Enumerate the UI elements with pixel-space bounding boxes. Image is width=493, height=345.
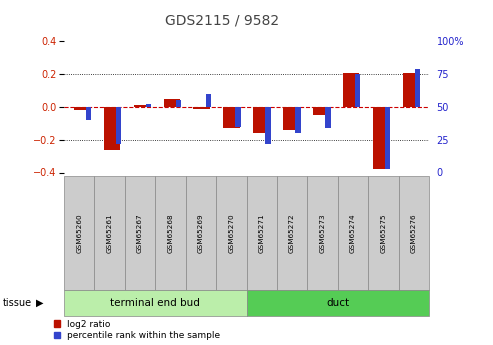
Text: GSM65260: GSM65260 (76, 213, 82, 253)
Text: GSM65273: GSM65273 (319, 213, 325, 253)
Text: GSM65261: GSM65261 (106, 213, 113, 253)
Text: GSM65271: GSM65271 (259, 213, 265, 253)
Legend: log2 ratio, percentile rank within the sample: log2 ratio, percentile rank within the s… (54, 320, 220, 341)
Bar (74, 107, 90, 110)
Bar (146, 104, 151, 107)
Bar (193, 107, 210, 109)
Bar (325, 107, 330, 128)
Bar (265, 107, 271, 144)
Bar (116, 107, 121, 144)
Bar (134, 105, 150, 107)
Bar (253, 107, 270, 133)
Bar (295, 107, 301, 133)
Bar (343, 72, 359, 107)
Text: GSM65272: GSM65272 (289, 213, 295, 253)
Bar (86, 107, 91, 120)
Bar (206, 94, 211, 107)
Text: GSM65276: GSM65276 (411, 213, 417, 253)
Text: terminal end bud: terminal end bud (110, 298, 200, 308)
Bar (223, 107, 240, 128)
Bar (164, 99, 180, 107)
Bar (236, 107, 241, 127)
Text: GSM65270: GSM65270 (228, 213, 234, 253)
Bar (385, 107, 390, 169)
Bar (176, 100, 181, 107)
Bar (373, 107, 389, 169)
Text: GSM65269: GSM65269 (198, 213, 204, 253)
Text: GSM65267: GSM65267 (137, 213, 143, 253)
Bar (355, 74, 360, 107)
Text: GSM65275: GSM65275 (380, 213, 387, 253)
Text: ▶: ▶ (35, 298, 43, 308)
Text: GSM65268: GSM65268 (168, 213, 174, 253)
Bar (313, 107, 329, 115)
Bar (283, 107, 300, 130)
Text: duct: duct (326, 298, 349, 308)
Bar (104, 107, 120, 150)
Text: GSM65274: GSM65274 (350, 213, 356, 253)
Bar (415, 69, 420, 107)
Text: GDS2115 / 9582: GDS2115 / 9582 (165, 13, 279, 28)
Bar (403, 72, 419, 107)
Text: tissue: tissue (2, 298, 32, 308)
